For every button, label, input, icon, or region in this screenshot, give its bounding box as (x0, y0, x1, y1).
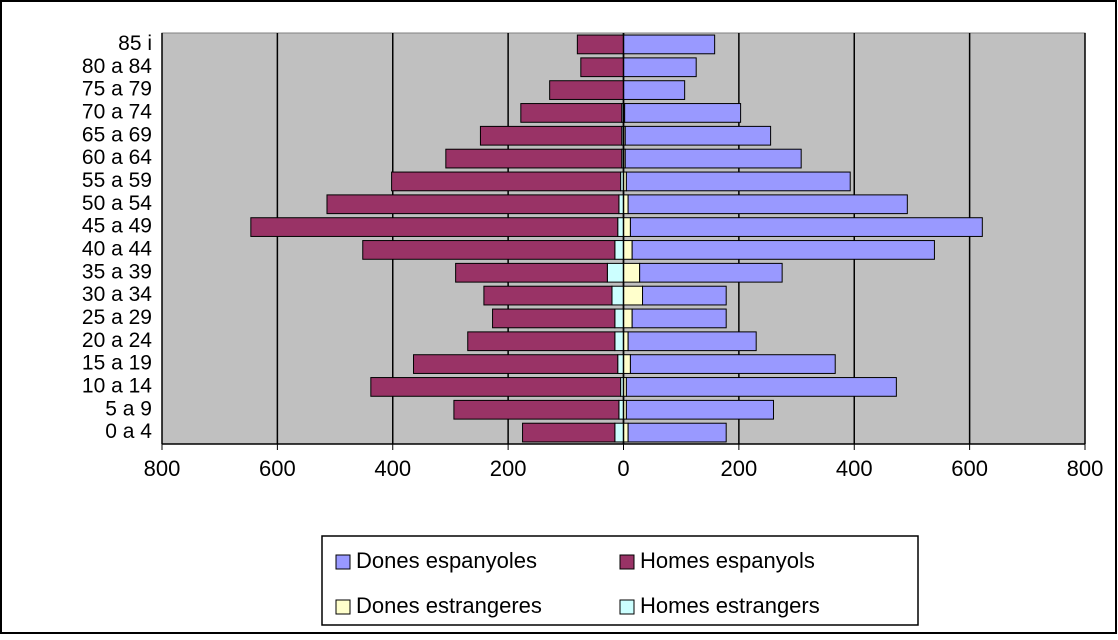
bar (520, 103, 623, 123)
y-tick-label: 70 a 74 (82, 100, 152, 123)
bar (606, 262, 624, 283)
legend-label: Homes estrangers (640, 593, 820, 618)
x-tick-label: 400 (836, 456, 873, 481)
bar (627, 331, 757, 352)
y-tick-label: 50 a 54 (82, 192, 152, 215)
bar (642, 285, 727, 306)
bar (623, 217, 631, 237)
bar (455, 262, 608, 283)
bar (617, 217, 625, 237)
legend-label: Homes espanyols (640, 548, 815, 573)
bar (629, 217, 983, 237)
x-tick-label: 800 (144, 456, 181, 481)
legend-label: Dones espanyoles (356, 548, 537, 573)
legend-swatch (619, 599, 635, 615)
bar (614, 240, 624, 260)
bar (624, 148, 802, 169)
x-tick-label: 600 (951, 456, 988, 481)
bar (627, 194, 908, 215)
bar (614, 422, 624, 443)
y-tick-label: 40 a 44 (82, 237, 152, 260)
bar (576, 34, 624, 55)
bar (614, 308, 624, 329)
bar (639, 262, 783, 283)
y-tick-label: 80 a 84 (82, 55, 152, 78)
bar (611, 285, 625, 306)
bar (623, 80, 686, 100)
y-tick-label: 75 a 79 (82, 78, 152, 101)
bar (492, 308, 616, 329)
bar (362, 240, 616, 260)
bar (624, 103, 742, 123)
y-tick-label: 65 a 69 (82, 123, 152, 146)
x-tick-label: 0 (617, 456, 629, 481)
bar (623, 262, 641, 283)
bar (326, 194, 620, 215)
legend-swatch (335, 599, 351, 615)
bar (624, 125, 772, 146)
x-tick-label: 400 (374, 456, 411, 481)
bar (625, 171, 851, 192)
y-tick-label: 30 a 34 (82, 283, 152, 306)
legend (321, 535, 919, 626)
x-tick-label: 600 (259, 456, 296, 481)
x-tick-label: 200 (490, 456, 527, 481)
y-tick-label: 5 a 9 (105, 397, 152, 420)
bar (631, 240, 935, 260)
bar (623, 308, 633, 329)
y-tick-label: 10 a 14 (82, 374, 152, 397)
bar (370, 377, 622, 397)
legend-swatch (619, 554, 635, 570)
bar (479, 125, 623, 146)
y-tick-label: 35 a 39 (82, 260, 152, 283)
bar (623, 57, 697, 78)
bar (549, 80, 624, 100)
bar (453, 399, 620, 420)
bar (580, 57, 625, 78)
y-tick-label: 85 i (118, 32, 152, 55)
y-tick-label: 45 a 49 (82, 215, 152, 238)
bar (623, 285, 644, 306)
legend-swatch (335, 554, 351, 570)
y-tick-label: 0 a 4 (105, 420, 152, 443)
x-tick-label: 800 (1067, 456, 1104, 481)
bar (631, 308, 727, 329)
y-tick-label: 15 a 19 (82, 352, 152, 375)
x-tick-label: 200 (721, 456, 758, 481)
bar (483, 285, 613, 306)
y-tick-label: 20 a 24 (82, 329, 152, 352)
bar (625, 399, 774, 420)
bar (623, 240, 633, 260)
bar (250, 217, 619, 237)
legend-label: Dones estrangeres (356, 593, 542, 618)
y-tick-label: 25 a 29 (82, 306, 152, 329)
bar (625, 377, 897, 397)
bar (522, 422, 616, 443)
bar (629, 354, 836, 374)
bar (623, 34, 716, 55)
y-tick-label: 60 a 64 (82, 146, 152, 169)
bar (391, 171, 622, 192)
bar (614, 331, 624, 352)
bar (617, 354, 625, 374)
bar (445, 148, 623, 169)
bar (413, 354, 619, 374)
bar (623, 354, 631, 374)
y-tick-label: 55 a 59 (82, 169, 152, 192)
bar (627, 422, 727, 443)
bar (467, 331, 616, 352)
